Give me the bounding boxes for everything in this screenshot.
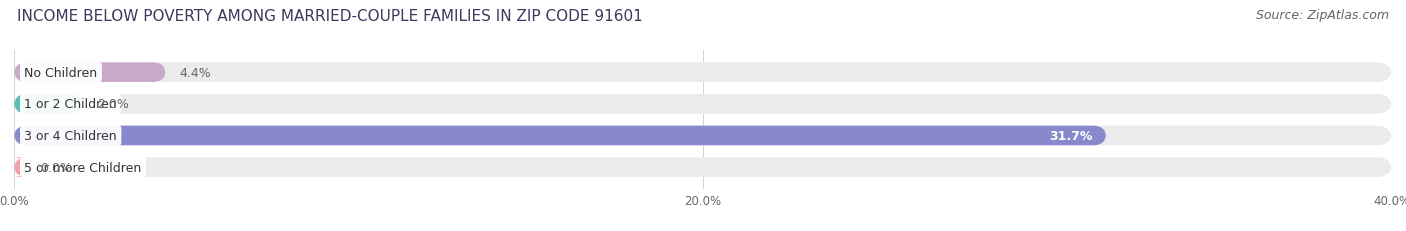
FancyBboxPatch shape (13, 158, 27, 177)
FancyBboxPatch shape (14, 158, 1392, 177)
Text: 0.0%: 0.0% (39, 161, 72, 174)
FancyBboxPatch shape (14, 63, 166, 83)
Text: 3 or 4 Children: 3 or 4 Children (24, 129, 117, 142)
FancyBboxPatch shape (14, 95, 1392, 114)
Text: 31.7%: 31.7% (1049, 129, 1092, 142)
Text: INCOME BELOW POVERTY AMONG MARRIED-COUPLE FAMILIES IN ZIP CODE 91601: INCOME BELOW POVERTY AMONG MARRIED-COUPL… (17, 9, 643, 24)
Text: Source: ZipAtlas.com: Source: ZipAtlas.com (1256, 9, 1389, 22)
FancyBboxPatch shape (14, 95, 83, 114)
FancyBboxPatch shape (14, 126, 1392, 146)
Text: 5 or more Children: 5 or more Children (24, 161, 142, 174)
Text: 4.4%: 4.4% (180, 66, 211, 79)
Text: No Children: No Children (24, 66, 97, 79)
Text: 1 or 2 Children: 1 or 2 Children (24, 98, 117, 111)
Text: 2.0%: 2.0% (97, 98, 128, 111)
FancyBboxPatch shape (14, 63, 1392, 83)
FancyBboxPatch shape (14, 126, 1107, 146)
